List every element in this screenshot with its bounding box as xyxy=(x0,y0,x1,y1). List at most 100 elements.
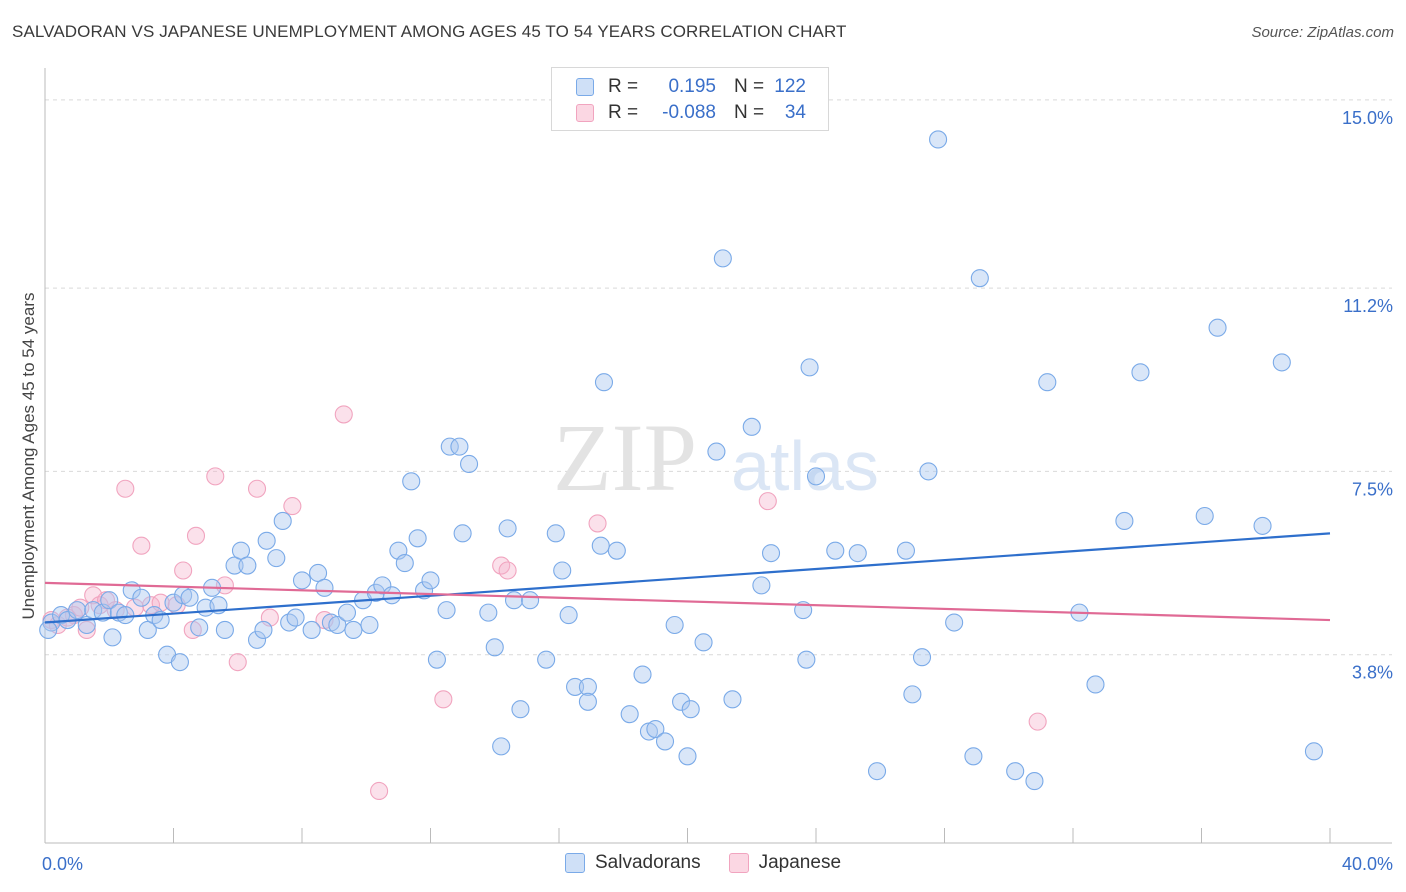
point-salvadorans xyxy=(964,747,983,766)
point-salvadorans xyxy=(450,437,469,456)
chart-title: SALVADORAN VS JAPANESE UNEMPLOYMENT AMON… xyxy=(12,22,847,41)
point-salvadorans xyxy=(292,571,312,590)
point-japanese xyxy=(116,479,135,498)
point-salvadorans xyxy=(970,269,989,288)
point-japanese xyxy=(174,561,193,580)
axes-layer xyxy=(44,68,1392,844)
legend-row-japanese: R = -0.088 N = 34 xyxy=(576,100,806,126)
point-salvadorans xyxy=(1253,516,1272,535)
point-salvadorans xyxy=(896,541,916,560)
point-salvadorans xyxy=(1272,353,1291,372)
point-salvadorans xyxy=(427,650,446,669)
point-salvadorans xyxy=(190,618,209,637)
point-japanese xyxy=(247,479,267,498)
point-japanese xyxy=(434,690,453,709)
point-salvadorans xyxy=(537,650,556,669)
y-tick-label: 3.8% xyxy=(1352,663,1393,683)
point-salvadorans xyxy=(681,700,700,719)
trend-layer xyxy=(44,532,1331,624)
point-salvadorans xyxy=(521,591,540,610)
point-salvadorans xyxy=(713,249,732,268)
point-japanese xyxy=(206,467,225,486)
point-salvadorans xyxy=(257,531,276,550)
point-salvadorans xyxy=(694,633,713,652)
point-salvadorans xyxy=(646,719,665,739)
watermark-zip: ZIP xyxy=(553,404,697,511)
point-salvadorans xyxy=(238,556,257,575)
legend-r-value: -0.088 xyxy=(662,102,716,123)
point-salvadorans xyxy=(215,620,234,640)
legend-r-value: 0.195 xyxy=(668,76,716,97)
point-salvadorans xyxy=(337,603,357,622)
point-salvadorans xyxy=(170,653,189,672)
point-salvadorans xyxy=(286,608,305,627)
point-salvadorans xyxy=(498,519,517,538)
point-salvadorans xyxy=(742,417,761,436)
point-salvadorans xyxy=(254,620,273,640)
point-salvadorans xyxy=(1131,363,1150,382)
point-salvadorans xyxy=(672,692,691,711)
point-salvadorans xyxy=(929,130,948,149)
point-salvadorans xyxy=(723,690,742,709)
point-salvadorans xyxy=(806,467,826,486)
point-salvadorans xyxy=(678,747,697,766)
point-salvadorans xyxy=(945,613,964,632)
point-salvadorans xyxy=(919,462,938,481)
point-japanese xyxy=(228,653,247,672)
point-salvadorans xyxy=(1006,762,1025,781)
point-salvadorans xyxy=(591,536,610,555)
point-salvadorans xyxy=(103,628,122,647)
point-salvadorans xyxy=(566,677,585,696)
legend-n-label: N = xyxy=(734,76,765,97)
point-salvadorans xyxy=(440,437,459,456)
point-salvadorans xyxy=(39,620,58,640)
point-salvadorans xyxy=(1115,511,1134,531)
correlation-legend: R = 0.195 N = 122 R = -0.088 N = 34 xyxy=(551,67,829,131)
y-tick-label: 11.2% xyxy=(1343,296,1393,316)
point-salvadorans xyxy=(1195,506,1214,526)
points-layer xyxy=(39,130,1323,801)
point-salvadorans xyxy=(912,648,932,667)
point-salvadorans xyxy=(180,588,199,607)
point-salvadorans xyxy=(273,511,292,531)
watermark-atlas: atlas xyxy=(731,427,879,505)
labels-layer: 3.8% 7.5% 11.2% 15.0% 0.0% 40.0% Unemployment … xyxy=(19,108,1393,874)
point-salvadorans xyxy=(620,705,639,724)
series-legend: Salvadorans Japanese xyxy=(0,852,1406,874)
point-salvadorans xyxy=(267,549,286,568)
point-salvadorans xyxy=(546,524,565,543)
point-salvadorans xyxy=(100,591,119,610)
point-salvadorans xyxy=(797,650,816,669)
point-japanese xyxy=(334,405,353,424)
point-salvadorans xyxy=(453,524,472,543)
trend-line-japanese xyxy=(44,581,1331,622)
point-japanese xyxy=(758,492,777,511)
point-salvadorans xyxy=(800,358,819,377)
y-axis-title: Unemployment Among Ages 45 to 54 years xyxy=(19,293,38,620)
grid-layer xyxy=(45,99,1392,656)
point-salvadorans xyxy=(707,442,726,461)
point-japanese xyxy=(588,514,607,533)
legend-r-label: R = xyxy=(608,76,639,97)
point-salvadorans xyxy=(633,665,652,684)
point-salvadorans xyxy=(68,601,87,620)
point-salvadorans xyxy=(752,576,771,595)
legend-n-value: 34 xyxy=(784,102,806,123)
point-salvadorans xyxy=(1208,318,1227,337)
point-salvadorans xyxy=(344,620,363,640)
legend-swatch-japanese xyxy=(728,853,749,873)
point-salvadorans xyxy=(848,544,867,563)
point-salvadorans xyxy=(247,630,267,649)
point-salvadorans xyxy=(578,692,597,711)
point-japanese xyxy=(132,536,151,555)
point-salvadorans xyxy=(302,620,321,640)
x-tick-label: 40.0% xyxy=(1342,854,1393,874)
point-salvadorans xyxy=(511,700,530,719)
legend-swatch-salvadorans xyxy=(576,78,594,96)
point-japanese xyxy=(1028,712,1047,731)
point-salvadorans xyxy=(360,615,379,635)
point-salvadorans xyxy=(479,603,498,622)
point-salvadorans xyxy=(553,561,572,580)
point-salvadorans xyxy=(315,578,334,597)
